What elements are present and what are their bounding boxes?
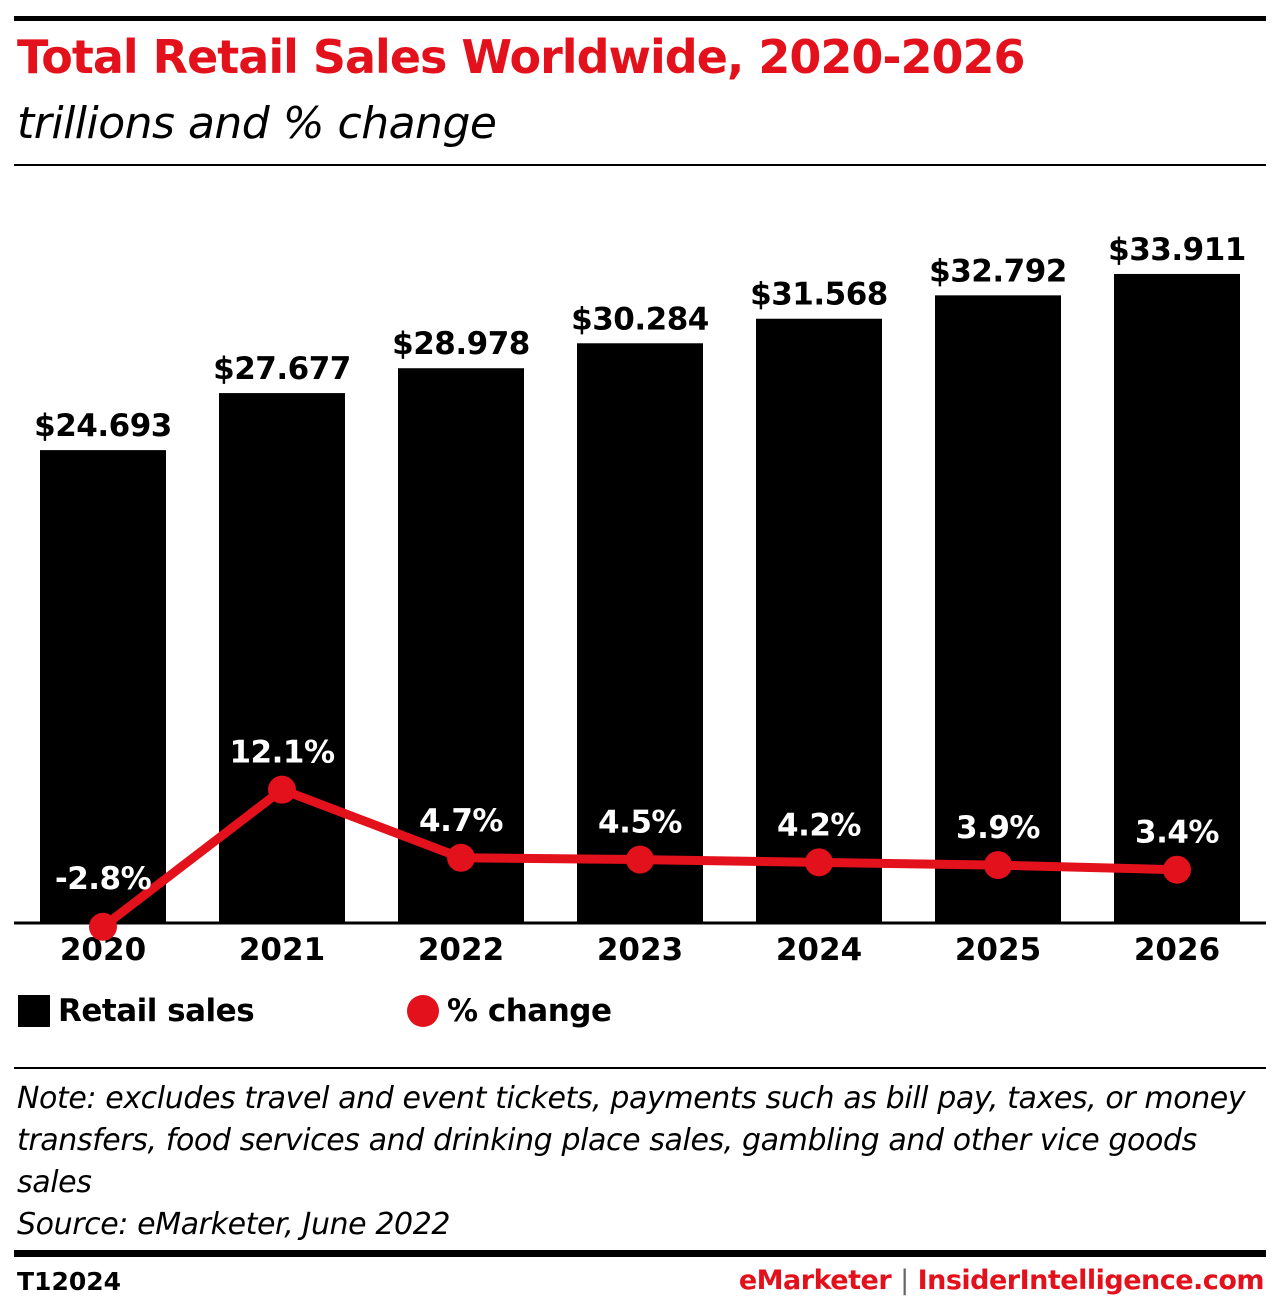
x-tick-label: 2022 — [418, 932, 504, 968]
percent-change-label: -2.8% — [55, 861, 152, 897]
legend-percent-change: % change — [407, 993, 612, 1029]
bar-value-label: $32.792 — [929, 253, 1067, 289]
chart-subtitle: trillions and % change — [17, 98, 497, 149]
bar-value-label: $27.677 — [213, 351, 351, 387]
bar-2023 — [577, 343, 703, 922]
legend-bar-label: Retail sales — [58, 993, 255, 1029]
bar-value-label: $28.978 — [392, 326, 530, 362]
percent-change-point — [984, 851, 1012, 880]
top-rule — [14, 16, 1266, 21]
bar-value-label: $24.693 — [34, 408, 172, 444]
legend-line-swatch — [407, 995, 439, 1027]
bar-value-label: $30.284 — [571, 301, 709, 337]
x-tick-label: 2024 — [776, 932, 862, 968]
header-rule — [14, 164, 1266, 166]
x-tick-label: 2021 — [239, 932, 325, 968]
brand-insider-intelligence[interactable]: InsiderIntelligence.com — [917, 1265, 1265, 1296]
bar-2021 — [219, 393, 345, 922]
bar-2024 — [756, 318, 882, 922]
percent-change-label: 3.9% — [956, 810, 1040, 846]
bar-2026 — [1114, 273, 1240, 922]
percent-change-label: 4.5% — [598, 805, 682, 841]
bar-2025 — [935, 295, 1061, 923]
x-tick-label: 2023 — [597, 932, 683, 968]
percent-change-label: 4.2% — [777, 807, 861, 843]
x-tick-label: 2026 — [1134, 932, 1220, 968]
chart-id: T12024 — [17, 1267, 122, 1296]
percent-change-point — [1163, 855, 1191, 884]
legend-retail-sales: Retail sales — [18, 993, 255, 1029]
x-tick-label: 2025 — [955, 932, 1041, 968]
percent-change-point — [805, 848, 833, 877]
percent-change-label: 4.7% — [419, 803, 503, 839]
chart-title: Total Retail Sales Worldwide, 2020-2026 — [17, 30, 1026, 84]
percent-change-point — [626, 845, 654, 874]
bar-value-label: $33.911 — [1108, 232, 1246, 268]
percent-change-label: 12.1% — [229, 735, 334, 771]
percent-change-point — [89, 912, 117, 941]
source-text: Source: eMarketer, June 2022 — [17, 1207, 451, 1242]
brand-emarketer: eMarketer — [738, 1265, 892, 1296]
note-block: Note: excludes travel and event tickets,… — [17, 1078, 1267, 1246]
brand-separator: | — [900, 1265, 909, 1296]
footer-rule — [14, 1250, 1266, 1257]
note-text: Note: excludes travel and event tickets,… — [17, 1081, 1246, 1200]
note-rule — [14, 1067, 1266, 1069]
percent-change-label: 3.4% — [1135, 815, 1219, 851]
bar-2020 — [40, 450, 166, 922]
percent-change-point — [447, 843, 475, 872]
percent-change-point — [268, 775, 296, 804]
brand: eMarketer | InsiderIntelligence.com — [738, 1265, 1265, 1296]
legend-line-label: % change — [447, 993, 612, 1029]
bar-value-label: $31.568 — [750, 277, 888, 313]
bar-2022 — [398, 368, 524, 922]
chart-canvas: $24.6932020$27.6772021$28.9782022$30.284… — [14, 232, 1266, 968]
legend-bar-swatch — [18, 995, 50, 1027]
